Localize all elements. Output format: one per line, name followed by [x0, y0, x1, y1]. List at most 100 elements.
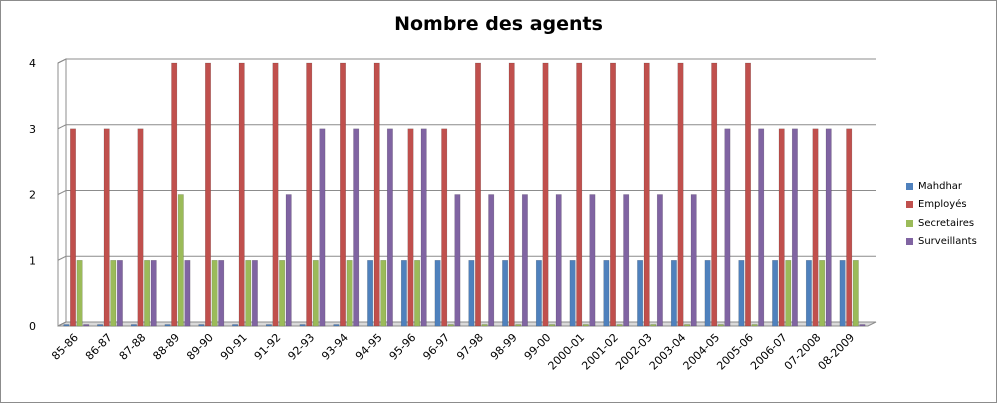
bar-mahdhar — [468, 260, 475, 327]
bar-mahdhar — [603, 260, 610, 327]
legend-label: Employés — [918, 199, 967, 211]
legend-label: Secretaires — [918, 217, 975, 229]
bar-mahdhar — [164, 324, 171, 327]
bar-employ-s — [677, 62, 684, 327]
bar-secretaires — [616, 324, 623, 327]
bar-surveillants — [454, 194, 461, 327]
x-tick-label: 88-89 — [150, 331, 182, 363]
bar-employ-s — [103, 128, 110, 327]
bar-surveillants — [555, 194, 562, 327]
bar-employ-s — [778, 128, 785, 327]
bar-employ-s — [407, 128, 414, 327]
bar-secretaires — [447, 324, 454, 327]
bar-surveillants — [184, 260, 191, 327]
x-tick-label: 96-97 — [420, 331, 452, 363]
bar-employ-s — [441, 128, 448, 327]
bar-employ-s — [610, 62, 616, 327]
bar-employ-s — [643, 62, 650, 327]
legend-label: Mahdhar — [918, 180, 963, 192]
bar-employ-s — [745, 62, 751, 327]
x-tick-label: 93-94 — [319, 331, 351, 363]
bar-secretaires — [414, 260, 421, 327]
bar-employ-s — [373, 62, 380, 327]
bar-mahdhar — [299, 324, 306, 327]
bar-secretaires — [717, 324, 724, 327]
bar-employ-s — [576, 62, 583, 327]
bar-surveillants — [690, 194, 697, 327]
bar-employ-s — [272, 62, 279, 327]
bar-secretaires — [819, 260, 826, 327]
bar-surveillants — [116, 260, 123, 327]
gridline — [57, 321, 67, 327]
bar-secretaires — [582, 324, 589, 327]
y-tick-label: 0 — [29, 320, 36, 333]
bar-employ-s — [306, 62, 313, 327]
bar-surveillants — [488, 194, 495, 327]
legend-item: Surveillants — [906, 233, 994, 252]
bar-mahdhar — [839, 260, 846, 327]
bar-surveillants — [758, 128, 765, 327]
bar-surveillants — [386, 128, 393, 327]
bar-surveillants — [521, 194, 528, 327]
bar-secretaires — [211, 260, 218, 327]
bar-secretaires — [852, 260, 859, 327]
bar-secretaires — [279, 260, 286, 327]
bar-mahdhar — [738, 260, 745, 327]
bar-secretaires — [346, 260, 353, 327]
legend-item: Employés — [906, 196, 994, 215]
bar-employ-s — [205, 62, 211, 327]
legend-swatch — [906, 219, 913, 227]
bar-mahdhar — [232, 324, 239, 327]
bar-surveillants — [623, 194, 630, 327]
bar-mahdhar — [670, 260, 677, 327]
x-axis-ticks: 85-86 86-87 87-88 88-89 89-90 90-91 91-92 92-93… — [49, 331, 857, 373]
bar-mahdhar — [637, 260, 644, 327]
bar-surveillants — [656, 194, 663, 327]
bar-secretaires — [549, 324, 556, 327]
chart-legend: Mahdhar Employés Secretaires Surveillants — [906, 177, 994, 251]
x-tick-label: 97-98 — [454, 331, 486, 363]
bar-employ-s — [846, 128, 853, 327]
x-tick-label: 86-87 — [83, 331, 115, 363]
bar-secretaires — [650, 324, 657, 327]
bar-employ-s — [137, 128, 144, 327]
bar-surveillants — [285, 194, 292, 327]
bar-secretaires — [76, 260, 83, 327]
y-tick-label: 1 — [29, 254, 36, 267]
chart-bars — [63, 62, 866, 327]
bar-secretaires — [751, 324, 758, 327]
legend-swatch — [906, 201, 913, 209]
bar-secretaires — [177, 194, 184, 327]
bar-mahdhar — [97, 324, 104, 327]
bar-employ-s — [711, 62, 718, 327]
bar-surveillants — [825, 128, 832, 327]
bar-mahdhar — [772, 260, 779, 327]
bar-surveillants — [150, 260, 157, 327]
bar-employ-s — [171, 62, 178, 327]
x-tick-label: 94-95 — [353, 331, 385, 363]
bar-mahdhar — [535, 260, 542, 327]
legend-item: Mahdhar — [906, 177, 994, 196]
chart-title: Nombre des agents — [394, 13, 603, 35]
bar-mahdhar — [130, 324, 137, 327]
bar-surveillants — [251, 260, 258, 327]
gridline — [57, 58, 67, 64]
bar-surveillants — [420, 128, 427, 327]
x-tick-label: 95-96 — [387, 331, 419, 363]
x-tick-label: 85-86 — [49, 331, 81, 363]
bar-surveillants — [724, 128, 731, 327]
bar-surveillants — [319, 128, 326, 327]
bar-surveillants — [218, 260, 225, 327]
x-tick-label: 98-99 — [488, 331, 520, 363]
bar-secretaires — [684, 324, 691, 327]
y-tick-label: 3 — [29, 123, 36, 136]
bar-secretaires — [245, 260, 252, 327]
bar-employ-s — [542, 62, 549, 327]
bar-mahdhar — [805, 260, 812, 327]
bar-employ-s — [340, 62, 346, 327]
legend-swatch — [906, 182, 913, 190]
bar-secretaires — [144, 260, 151, 327]
bar-surveillants — [589, 194, 596, 327]
bar-secretaires — [312, 260, 319, 327]
